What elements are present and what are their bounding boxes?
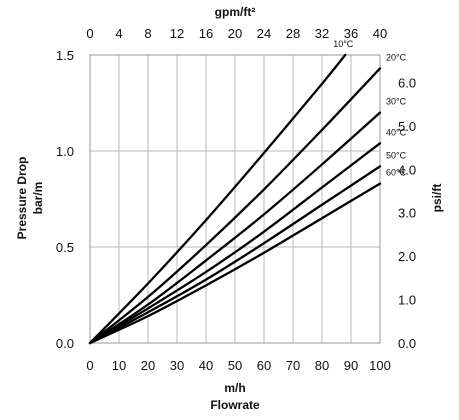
series-line: [88, 165, 382, 345]
x-tick-label: 70: [286, 358, 300, 373]
y2-tick-label: 5.0: [398, 119, 416, 134]
x-tick-label: 10: [112, 358, 126, 373]
y-axis-ticks: 0.0 0.5 1.0 1.5: [56, 48, 74, 351]
y2-tick-label: 0.0: [398, 336, 416, 351]
y2-axis-title: psi/ft: [430, 184, 444, 213]
y2-tick-label: 3.0: [398, 206, 416, 221]
series-label: 30°C: [386, 97, 407, 107]
x2-tick-label: 24: [257, 26, 271, 41]
x2-tick-label: 32: [315, 26, 329, 41]
x-tick-label: 0: [86, 358, 93, 373]
y2-axis-ticks: 0.0 1.0 2.0 3.0 4.0 5.0 6.0: [398, 75, 416, 351]
plot-frame: [89, 54, 381, 344]
x-tick-label: 40: [199, 358, 213, 373]
x-tick-label: 90: [344, 358, 358, 373]
series-line: [88, 182, 382, 345]
x2-tick-label: 16: [199, 26, 213, 41]
series-line: [88, 67, 382, 345]
grid: [90, 55, 380, 343]
y-tick-label: 0.0: [56, 336, 74, 351]
x-tick-label: 20: [141, 358, 155, 373]
x-axis-ticks: 0 10 20 30 40 50 60 70 80 90 100: [86, 358, 390, 373]
x-tick-label: 80: [315, 358, 329, 373]
x-tick-label: 30: [170, 358, 184, 373]
x-tick-label: 100: [369, 358, 391, 373]
series-labels: 10°C 20°C 30°C 40°C 50°C 60°C: [333, 39, 406, 178]
series-label: 20°C: [386, 52, 407, 62]
y-axis-subtitle: bar/m: [31, 182, 45, 215]
series-label: 10°C: [333, 39, 354, 49]
y2-tick-label: 6.0: [398, 75, 416, 90]
y2-tick-label: 4.0: [398, 162, 416, 177]
x2-axis-ticks: 0 4 8 12 16 20 24 28 32 36 40: [86, 26, 387, 41]
series-line: [88, 142, 382, 345]
y-tick-label: 1.5: [56, 48, 74, 63]
x2-tick-label: 20: [228, 26, 242, 41]
series-line: [88, 111, 382, 345]
x2-tick-label: 12: [170, 26, 184, 41]
x2-tick-label: 28: [286, 26, 300, 41]
y-tick-label: 1.0: [56, 144, 74, 159]
y-axis-title: Pressure Drop: [15, 157, 29, 240]
series-label: 50°C: [386, 150, 407, 160]
y-tick-label: 0.5: [56, 240, 74, 255]
series-line: [88, 53, 347, 345]
x2-axis-title: gpm/ft²: [215, 5, 256, 19]
series-label: 40°C: [386, 127, 407, 137]
series-lines: [88, 53, 382, 345]
y2-tick-label: 2.0: [398, 249, 416, 264]
y2-tick-label: 1.0: [398, 293, 416, 308]
x2-tick-label: 8: [144, 26, 151, 41]
x2-tick-label: 40: [373, 26, 387, 41]
x-tick-label: 50: [228, 358, 242, 373]
x-axis-title: m/h: [224, 381, 245, 395]
x-tick-label: 60: [257, 358, 271, 373]
x2-tick-label: 36: [344, 26, 358, 41]
x2-tick-label: 0: [86, 26, 93, 41]
x2-tick-label: 4: [115, 26, 122, 41]
x-axis-subtitle: Flowrate: [210, 398, 260, 412]
series-label: 60°C: [386, 168, 407, 178]
